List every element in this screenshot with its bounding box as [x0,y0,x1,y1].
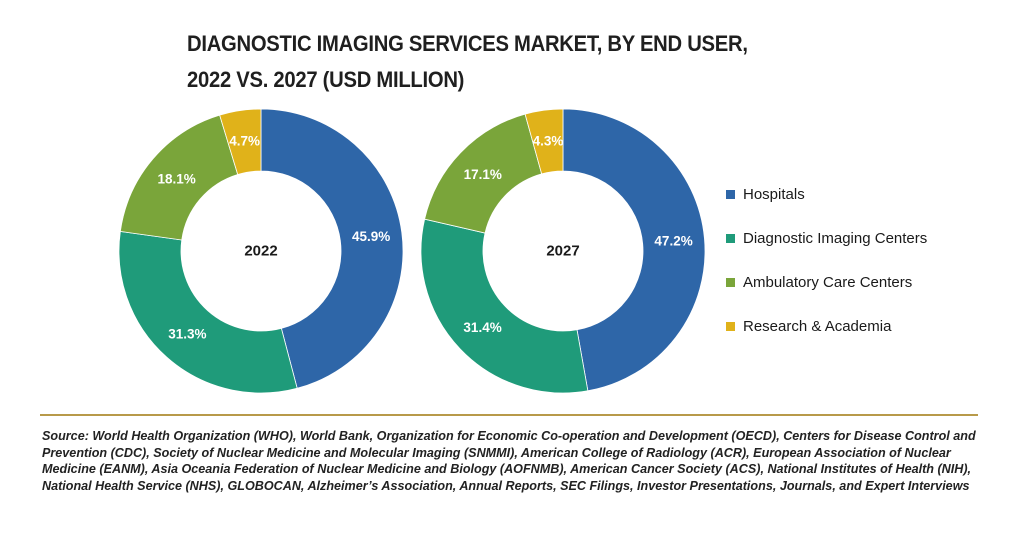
legend-swatch-research-and-academia [726,321,735,331]
donut-center-label-2027: 2027 [546,243,579,260]
slice-label-2027-hospitals: 47.2% [654,234,692,249]
source-divider [40,414,978,416]
chart-title: DIAGNOSTIC IMAGING SERVICES MARKET, BY E… [187,26,748,98]
slice-label-2027-research-and-academia: 4.3% [533,134,564,149]
slice-2022-hospitals [260,108,404,389]
legend-item-research-and-academia: Research & Academia [726,304,927,348]
legend-swatch-hospitals [726,189,735,199]
slice-2022-research-and-academia [219,108,262,175]
slice-label-2022-diagnostic-imaging-centers: 31.3% [168,327,206,342]
donut-2022: 45.9% 31.3% 18.1% 4.7% 2022 [118,108,404,394]
donut-center-label-2022: 2022 [244,243,277,260]
legend-item-ambulatory-care-centers: Ambulatory Care Centers [726,260,927,304]
chart-title-line-1: DIAGNOSTIC IMAGING SERVICES MARKET, BY E… [187,31,748,56]
chart-legend: Hospitals Diagnostic Imaging Centers Ambul… [726,172,927,348]
legend-label-diagnostic-imaging-centers: Diagnostic Imaging Centers [743,229,928,247]
chart-title-line-2: 2022 VS. 2027 (USD MILLION) [187,67,465,92]
slice-label-2022-research-and-academia: 4.7% [229,134,260,149]
slice-2022-diagnostic-imaging-centers [118,230,298,394]
legend-label-research-and-academia: Research & Academia [743,317,892,335]
legend-swatch-ambulatory-care-centers [726,277,735,287]
slice-2027-hospitals [562,108,706,392]
donut-charts: 45.9% 31.3% 18.1% 4.7% 2022 47.2% 31.4% 17.1% 4.… [118,108,706,394]
donut-2027: 47.2% 31.4% 17.1% 4.3% 2027 [420,108,706,394]
slice-label-2022-hospitals: 45.9% [352,229,390,244]
slice-label-2027-diagnostic-imaging-centers: 31.4% [463,320,501,335]
slice-label-2022-ambulatory-care-centers: 18.1% [157,171,195,186]
source-note: Source: World Health Organization (WHO),… [42,429,976,493]
legend-item-hospitals: Hospitals [726,172,927,216]
slice-label-2027-ambulatory-care-centers: 17.1% [464,167,502,182]
legend-label-ambulatory-care-centers: Ambulatory Care Centers [743,273,913,291]
slice-2027-diagnostic-imaging-centers [420,218,589,394]
legend-item-diagnostic-imaging-centers: Diagnostic Imaging Centers [726,216,927,260]
legend-swatch-diagnostic-imaging-centers [726,233,735,243]
legend-label-hospitals: Hospitals [743,185,805,203]
slice-2027-research-and-academia [524,108,564,175]
